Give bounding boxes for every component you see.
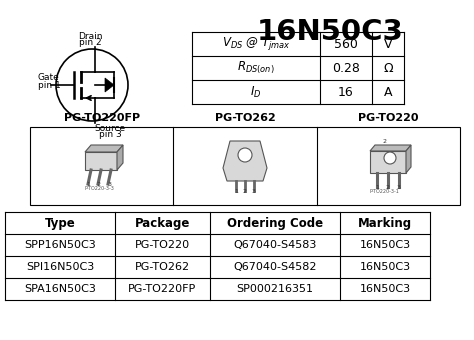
- Text: 2: 2: [386, 185, 390, 190]
- Text: PG-TO262: PG-TO262: [135, 262, 190, 272]
- Bar: [85, 152, 117, 170]
- Text: Type: Type: [45, 217, 75, 230]
- Text: 16N50C3: 16N50C3: [359, 284, 410, 294]
- Text: 2: 2: [97, 182, 101, 187]
- Text: 560: 560: [334, 37, 358, 51]
- Polygon shape: [85, 145, 123, 152]
- Text: SPI16N50C3: SPI16N50C3: [26, 262, 94, 272]
- Text: Q67040-S4583: Q67040-S4583: [233, 240, 317, 250]
- Text: 16N50C3: 16N50C3: [359, 262, 410, 272]
- Text: $I_D$: $I_D$: [250, 84, 262, 100]
- Circle shape: [384, 152, 396, 164]
- Text: PG-TO220FP: PG-TO220FP: [64, 113, 140, 123]
- Text: 16N50C3: 16N50C3: [359, 240, 410, 250]
- Polygon shape: [223, 141, 267, 181]
- Text: 1: 1: [86, 182, 90, 187]
- Text: pin 1: pin 1: [38, 82, 61, 90]
- Text: 16: 16: [338, 85, 354, 99]
- Text: Ω: Ω: [383, 62, 393, 74]
- Text: Marking: Marking: [358, 217, 412, 230]
- Text: pin 2: pin 2: [79, 38, 101, 47]
- Polygon shape: [117, 145, 123, 170]
- Polygon shape: [370, 145, 411, 151]
- Text: 3: 3: [397, 185, 401, 190]
- Text: Drain: Drain: [78, 32, 102, 41]
- Text: P-TO220-3-1: P-TO220-3-1: [370, 189, 400, 194]
- Text: SPP16N50C3: SPP16N50C3: [24, 240, 96, 250]
- Text: 16N50C3: 16N50C3: [256, 18, 403, 46]
- Text: Package: Package: [135, 217, 190, 230]
- Text: $R_{DS(on)}$: $R_{DS(on)}$: [237, 60, 275, 76]
- Text: Ordering Code: Ordering Code: [227, 217, 323, 230]
- Circle shape: [238, 148, 252, 162]
- Text: PG-TO262: PG-TO262: [215, 113, 275, 123]
- Text: P-TO220-3-3: P-TO220-3-3: [85, 186, 115, 191]
- Text: 1: 1: [375, 185, 379, 190]
- Text: 3: 3: [108, 182, 112, 187]
- Text: PG-TO220: PG-TO220: [135, 240, 190, 250]
- Text: SPA16N50C3: SPA16N50C3: [24, 284, 96, 294]
- Text: $V_{DS}$ @ $T_{jmax}$: $V_{DS}$ @ $T_{jmax}$: [222, 35, 290, 52]
- Text: 2: 2: [243, 189, 247, 194]
- Text: 2: 2: [383, 139, 387, 144]
- Bar: [30, 127, 460, 205]
- Text: SP000216351: SP000216351: [237, 284, 313, 294]
- Text: 0.28: 0.28: [332, 62, 360, 74]
- Text: 1: 1: [234, 189, 238, 194]
- Text: A: A: [384, 85, 392, 99]
- Text: PG-TO220: PG-TO220: [358, 113, 419, 123]
- Text: Gate: Gate: [38, 73, 60, 83]
- Text: Source: Source: [94, 124, 126, 133]
- Polygon shape: [406, 145, 411, 173]
- Text: PG-TO220FP: PG-TO220FP: [128, 284, 197, 294]
- Text: V: V: [384, 37, 392, 51]
- Text: 3: 3: [252, 189, 256, 194]
- Text: Q67040-S4582: Q67040-S4582: [233, 262, 317, 272]
- Bar: [370, 151, 406, 173]
- Text: pin 3: pin 3: [99, 130, 121, 139]
- Polygon shape: [105, 78, 114, 92]
